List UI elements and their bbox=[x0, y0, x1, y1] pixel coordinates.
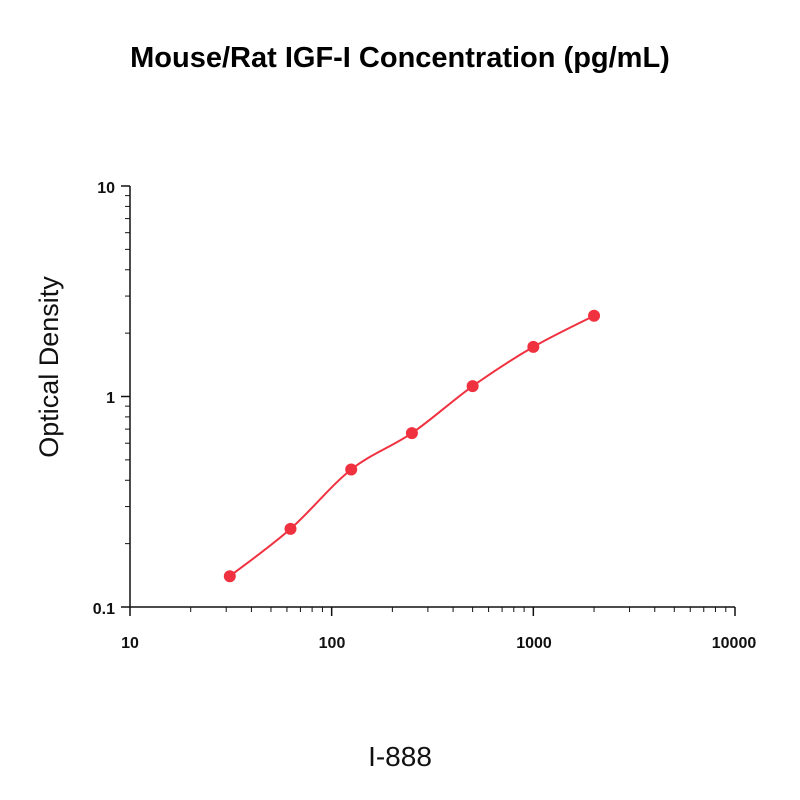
x-tick-label-1000: 1000 bbox=[516, 635, 552, 652]
chart-title: Mouse/Rat IGF-I Concentration (pg/mL) bbox=[130, 42, 670, 74]
x-tick-label-100: 100 bbox=[319, 635, 346, 652]
data-point-1 bbox=[284, 522, 297, 535]
data-point-3 bbox=[405, 427, 418, 440]
y-ticks bbox=[121, 185, 130, 608]
data-point-4 bbox=[466, 380, 479, 393]
y-axis-title: Optical Density bbox=[34, 276, 64, 458]
x-tick-label-10: 10 bbox=[121, 635, 139, 652]
data-points bbox=[223, 309, 601, 583]
axes bbox=[121, 185, 736, 616]
y-tick-label-10: 10 bbox=[97, 180, 115, 197]
x-tick-label-10000: 10000 bbox=[712, 635, 757, 652]
x-ticks bbox=[129, 607, 736, 616]
y-tick-label-1: 1 bbox=[106, 390, 115, 407]
data-point-6 bbox=[588, 309, 601, 322]
data-point-2 bbox=[345, 463, 358, 476]
data-point-0 bbox=[223, 570, 236, 583]
fit-curve bbox=[229, 314, 595, 578]
y-tick-label-0.1: 0.1 bbox=[93, 601, 115, 618]
data-point-5 bbox=[527, 340, 540, 353]
caption: I-888 bbox=[368, 741, 432, 772]
